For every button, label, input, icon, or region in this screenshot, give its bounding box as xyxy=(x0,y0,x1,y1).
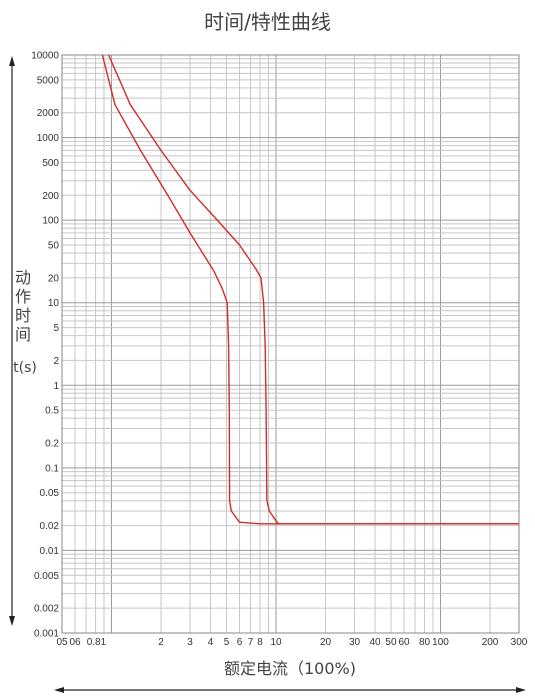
y-tick-label: 10 xyxy=(48,298,60,309)
curves xyxy=(101,54,519,525)
x-tick-label: 200 xyxy=(482,637,499,648)
x-tick-label: 20 xyxy=(320,637,332,648)
y-tick-label: 20 xyxy=(48,273,60,284)
chart-title: 时间/特性曲线 xyxy=(204,10,331,34)
y-tick-label: 0.05 xyxy=(40,488,60,499)
x-tick-label: 2 xyxy=(158,637,164,648)
x-tick-label: 05 xyxy=(56,637,68,648)
y-tick-labels: 10000 5000 2000 1000 500 200 100 50 20 10 5 2 1 0.5 0.… xyxy=(31,51,59,640)
arrow-left-icon xyxy=(54,687,64,693)
x-tick-label: 100 xyxy=(432,637,449,648)
y-axis-label: 动作时间 xyxy=(14,268,31,344)
y-tick-label: 2000 xyxy=(37,108,60,119)
y-tick-label: 1 xyxy=(53,381,59,392)
arrow-down-icon xyxy=(9,616,15,626)
x-tick-label: 06 xyxy=(69,637,81,648)
x-tick-label: 6 xyxy=(237,637,243,648)
x-tick-label: 300 xyxy=(511,637,528,648)
y-tick-label: 10000 xyxy=(31,51,59,62)
y-tick-label: 1000 xyxy=(37,133,60,144)
axis-arrows xyxy=(9,56,526,693)
arrow-up-icon xyxy=(9,56,15,66)
y-tick-label: 0.02 xyxy=(40,521,60,532)
x-tick-label: 7 xyxy=(248,637,254,648)
x-tick-label: 10 xyxy=(270,637,282,648)
y-tick-label: 50 xyxy=(48,240,60,251)
y-tick-label: 0.5 xyxy=(45,406,59,417)
y-tick-label: 500 xyxy=(42,158,59,169)
y-tick-label: 5000 xyxy=(37,75,60,86)
y-tick-label: 5 xyxy=(53,323,59,334)
x-tick-labels: 05 06 0.81 2 3 4 5 6 7 8 10 20 30 40 50 60 80 100 200 300 xyxy=(56,637,527,648)
y-tick-label: 0.2 xyxy=(45,439,59,450)
x-tick-label: 60 xyxy=(398,637,410,648)
x-tick-label: 3 xyxy=(187,637,193,648)
plot-frame xyxy=(61,54,520,634)
x-tick-label: 5 xyxy=(224,637,230,648)
x-axis-label: 额定电流（100%) xyxy=(224,659,356,678)
arrow-right-icon xyxy=(516,687,526,693)
y-tick-label: 2 xyxy=(53,356,59,367)
x-tick-label: 80 xyxy=(419,637,431,648)
y-tick-label: 0.1 xyxy=(45,463,59,474)
y-tick-label: 0.005 xyxy=(34,571,59,582)
y-tick-label: 200 xyxy=(42,191,59,202)
x-tick-label: 30 xyxy=(349,637,361,648)
x-tick-label: 40 xyxy=(369,637,381,648)
y-tick-label: 0.01 xyxy=(40,546,60,557)
x-tick-label: 8 xyxy=(257,637,263,648)
grid xyxy=(61,54,520,634)
y-tick-label: 0.002 xyxy=(34,604,59,615)
curve-2 xyxy=(107,54,519,525)
y-tick-label: 100 xyxy=(42,216,59,227)
x-tick-label: 50 xyxy=(385,637,397,648)
x-tick-label: 4 xyxy=(208,637,214,648)
x-tick-label: 0.81 xyxy=(87,637,107,648)
curve-1 xyxy=(101,54,519,525)
y-tick-label: 0.001 xyxy=(34,629,59,640)
y-axis-unit: t(s) xyxy=(13,360,37,376)
